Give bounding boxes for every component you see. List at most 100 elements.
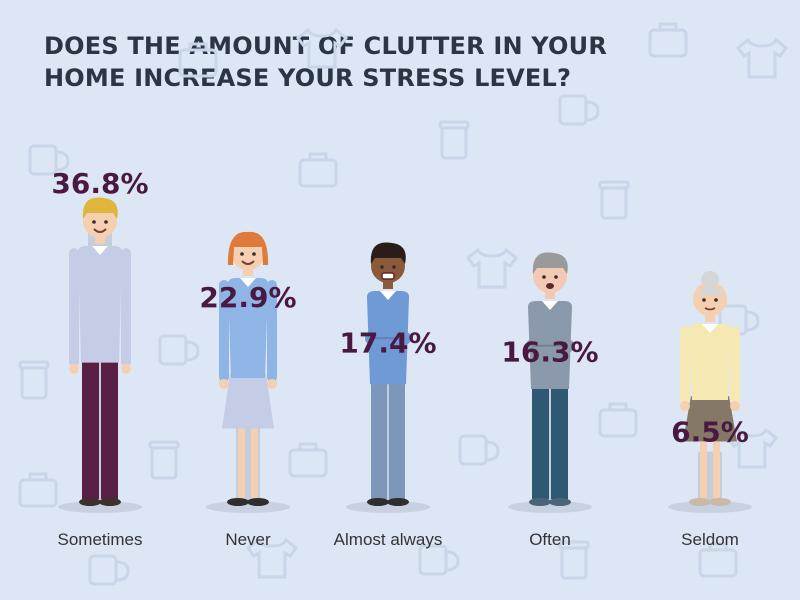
bag-body — [288, 448, 328, 478]
hair — [532, 252, 568, 274]
tshirt-pattern-icon — [245, 537, 299, 579]
hair — [82, 197, 118, 219]
neck — [243, 266, 253, 276]
bag-handle — [608, 402, 628, 410]
mug-handle — [485, 440, 500, 462]
left-leg — [700, 441, 707, 499]
torso — [689, 324, 731, 401]
collar — [92, 246, 108, 255]
right-leg — [713, 441, 720, 499]
crossed-arms — [526, 338, 574, 353]
jar-pattern-icon — [598, 180, 630, 220]
tshirt-outline — [725, 427, 779, 469]
right-eye — [714, 298, 718, 302]
mouth — [704, 307, 716, 311]
value-label-0: 36.8% — [51, 167, 148, 200]
neck — [95, 234, 105, 244]
bag-pattern-icon — [598, 402, 638, 438]
figure-man-yellow-hair — [69, 197, 131, 506]
mug-handle — [115, 560, 130, 582]
bag-pattern-icon — [298, 152, 338, 188]
torso — [228, 278, 268, 378]
left-shoe — [529, 498, 551, 506]
category-label-2: Almost always — [334, 530, 443, 549]
bag-pattern-icon — [648, 22, 688, 58]
background-pattern — [18, 22, 789, 586]
mug-pattern-icon — [418, 544, 460, 576]
tshirt-pattern-icon — [295, 27, 349, 69]
left-arm — [69, 248, 79, 367]
figure-man-dark-skin-angry — [365, 242, 411, 506]
right-eye — [104, 220, 108, 224]
bag-handle — [28, 472, 48, 480]
right-hand — [267, 378, 277, 389]
left-hand — [69, 363, 79, 374]
left-shoe — [79, 498, 101, 506]
floor-shadow — [668, 501, 752, 513]
bag-handle — [308, 152, 328, 160]
right-shoe — [99, 498, 121, 506]
right-arm — [121, 248, 131, 367]
left-eye — [92, 220, 96, 224]
jar-pattern-icon — [148, 440, 180, 480]
floor-shadow — [206, 501, 290, 513]
figures-layer — [69, 197, 740, 506]
bag-pattern-icon — [288, 442, 328, 478]
jar-body — [600, 186, 628, 220]
tshirt-outline — [735, 37, 789, 79]
mug-pattern-icon — [28, 144, 70, 176]
mouth — [93, 228, 107, 233]
right-eye — [392, 265, 396, 269]
floor-shadow — [58, 501, 142, 513]
right-arm — [267, 280, 277, 382]
mug-handle — [745, 310, 760, 332]
mug-pattern-icon — [88, 554, 130, 586]
left-eye — [380, 265, 384, 269]
mug-body — [88, 554, 118, 586]
bag-body — [648, 28, 688, 58]
mug-body — [458, 434, 488, 466]
mouth — [381, 272, 395, 280]
bag-handle — [708, 542, 728, 550]
category-label-4: Seldom — [681, 530, 739, 549]
value-label-2: 17.4% — [339, 326, 436, 359]
neck — [705, 312, 715, 322]
hair-bun — [701, 271, 719, 289]
tshirt-pattern-icon — [735, 37, 789, 79]
jar-lid — [438, 120, 470, 130]
mouth — [241, 260, 255, 265]
tshirt-outline — [245, 537, 299, 579]
left-shoe — [367, 498, 389, 506]
skirt — [683, 396, 737, 442]
bag-pattern-icon — [698, 542, 738, 578]
left-arm — [219, 280, 229, 382]
mug-pattern-icon — [558, 94, 600, 126]
left-leg — [371, 380, 387, 499]
jar-lid — [598, 180, 630, 190]
right-shoe — [549, 498, 571, 506]
jar-lid — [148, 440, 180, 450]
skirt — [222, 373, 274, 429]
bag-pattern-icon — [178, 42, 218, 78]
left-eye — [542, 275, 546, 279]
jar-pattern-icon — [18, 360, 50, 400]
bag-body — [598, 408, 638, 438]
category-label-0: Sometimes — [57, 530, 142, 549]
hair — [370, 242, 406, 264]
tshirt-outline — [465, 247, 519, 289]
left-shoe — [689, 498, 711, 506]
value-label-4: 6.5% — [671, 416, 749, 449]
mug-body — [28, 144, 58, 176]
right-eye — [554, 275, 558, 279]
collar — [702, 324, 718, 333]
right-hand — [121, 363, 131, 374]
left-shoe — [227, 498, 249, 506]
category-labels-layer: Sometimes Never Almost always Often Seldom — [57, 530, 738, 549]
left-leg — [532, 385, 549, 499]
right-shoe — [709, 498, 731, 506]
bag-body — [178, 48, 218, 78]
mug-handle — [445, 550, 460, 572]
mug-handle — [185, 340, 200, 362]
bag-handle — [188, 42, 208, 50]
